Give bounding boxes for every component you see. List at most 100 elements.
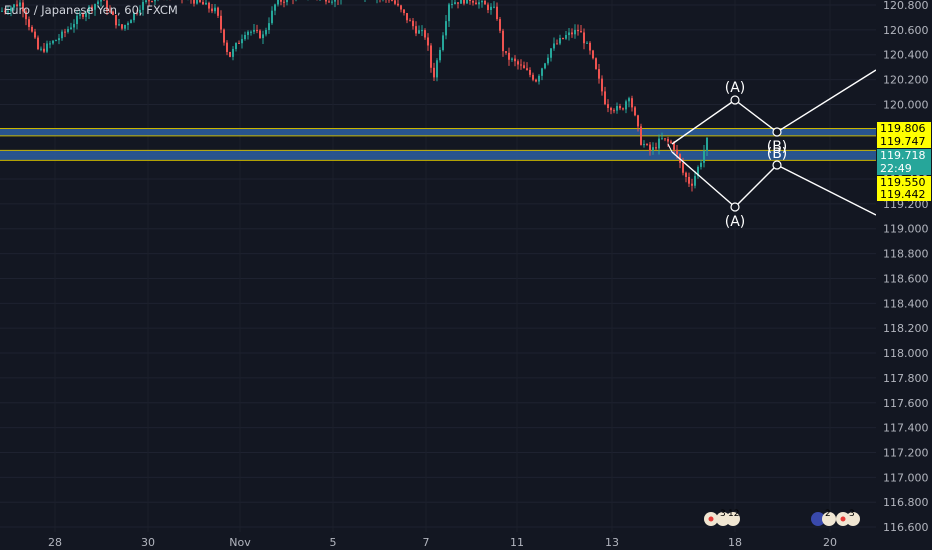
candle-body [94,4,96,10]
y-tick-label: 118.800 [883,248,929,261]
flag-icon [840,516,846,522]
candle-body [70,27,72,30]
y-tick-label: 120.000 [883,98,929,111]
candle-body [148,0,150,2]
y-tick-label: 116.800 [883,496,929,509]
candle-body [421,30,423,32]
candle-body [205,2,207,5]
candle-body [16,4,18,7]
candle-body [64,31,66,33]
event-count: 2 [825,509,831,519]
wave-label-upper-a: (A) [725,80,746,96]
candle-body [10,7,12,12]
candle-body [151,1,153,3]
candle-body [604,91,606,105]
candle-body [706,137,708,151]
flag-icon [822,512,836,526]
candle-body [703,150,705,163]
candle-body [700,162,702,167]
candle-body [7,11,9,13]
flag-icon [846,512,860,526]
wave-line [671,151,736,208]
candle-body [439,49,441,61]
candle-body [232,48,234,57]
flag-icon [716,512,730,526]
candle-body [565,35,567,39]
candle-body [43,48,45,52]
candle-body [493,6,495,8]
candle-body [427,37,429,46]
x-tick-label: 18 [728,536,742,549]
candle-body [34,31,36,38]
candle-body [52,40,54,44]
candle-body [616,106,618,111]
candle-body [637,115,639,127]
wave-point-handle[interactable] [772,160,782,170]
candle-body [586,42,588,44]
price-tag-label: 119.718 [880,149,926,162]
candle-body [202,1,204,5]
candle-body [577,29,579,32]
candle-body [568,32,570,36]
candle-body [535,79,537,82]
candle-body [214,7,216,12]
candle-body [514,58,516,62]
candle-body [544,63,546,69]
candle-body [559,37,561,44]
candle-body [100,0,102,2]
candle-body [475,2,477,5]
candle-body [442,35,444,50]
wave-point-handle[interactable] [730,202,740,212]
wave-line [776,69,877,133]
wave-point-handle[interactable] [772,127,782,137]
flag-icon [708,516,714,522]
candle-body [469,0,471,1]
candle-body [631,98,633,108]
wave-label-lower-a: (A) [725,214,746,230]
wave-line [667,143,673,153]
candle-body [154,0,156,2]
candle-body [400,5,402,10]
candle-body [460,0,462,4]
wave-point-handle[interactable] [730,95,740,105]
candle-body [541,68,543,76]
candle-body [85,13,87,17]
candle-body [451,3,453,5]
candle-body [607,104,609,109]
y-tick-label: 119.000 [883,223,929,236]
candle-body [259,30,261,39]
candle-body [490,6,492,10]
price-axis[interactable]: 120.800 120.600 120.400 120.200 120.000 119.8… [876,0,932,550]
support-resistance-zones [0,128,876,161]
candle-body [13,4,15,8]
time-axis[interactable]: 28 30 Nov 5 7 11 13 18 20 [0,532,932,550]
candle-body [331,1,333,3]
candle-body [538,75,540,82]
candle-body [145,0,147,2]
candle-body [88,6,90,14]
candle-body [112,11,114,15]
candle-body [532,74,534,80]
chart-title: Euro / Japanese Yen, 60, FXCM [4,3,178,17]
wave-line [734,164,778,208]
y-tick-label: 117.600 [883,397,929,410]
y-tick-label: 118.400 [883,297,929,310]
candle-body [511,58,513,60]
wave-line [776,164,877,216]
event-group-2[interactable]: 2 3 [811,509,860,526]
price-tag [877,188,931,201]
wave-projection-lines [667,69,877,216]
candle-body [91,6,93,10]
candle-body [445,21,447,36]
candle-body [463,0,465,4]
event-markers[interactable]: 3 12 2 3 [704,509,860,526]
candle-body [556,43,558,45]
candle-body [571,32,573,35]
candle-body [286,0,288,3]
candle-body [409,20,411,22]
price-tag-label: 119.550 [880,176,926,189]
y-tick-label: 117.400 [883,422,929,435]
event-group-1[interactable]: 3 12 [704,509,740,526]
